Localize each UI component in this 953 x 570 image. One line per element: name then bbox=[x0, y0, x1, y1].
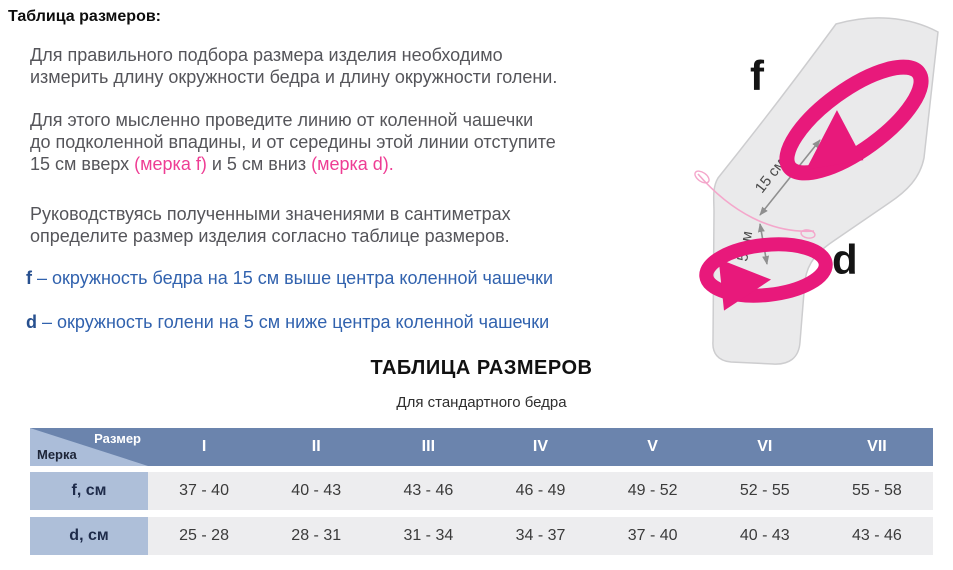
text-line: Руководствуясь полученными значениями в … bbox=[30, 204, 511, 224]
merka-f-inline-label: (мерка f) bbox=[134, 154, 207, 174]
intro-paragraph-2: Для этого мысленно проведите линию от ко… bbox=[30, 109, 556, 175]
text-segment: 15 см вверх bbox=[30, 154, 135, 174]
size-table-subtitle: Для стандартного бедра bbox=[396, 394, 567, 411]
column-header-4: IV bbox=[532, 438, 549, 455]
knee-line-end-mark bbox=[800, 229, 816, 239]
column-header-2: II bbox=[311, 438, 321, 455]
text-line: Для этого мысленно проведите линию от ко… bbox=[30, 110, 534, 130]
corner-label-razmer: Размер bbox=[94, 431, 141, 446]
text-line: Для правильного подбора размера изделия … bbox=[30, 45, 503, 65]
intro-paragraph-1: Для правильного подбора размера изделия … bbox=[30, 44, 557, 88]
column-header-5: V bbox=[647, 438, 658, 455]
size-cell: 28 - 31 bbox=[260, 517, 373, 555]
intro-paragraph-3: Руководствуясь полученными значениями в … bbox=[30, 203, 511, 247]
page-title: Таблица размеров: bbox=[8, 8, 161, 25]
size-cell: 43 - 46 bbox=[820, 517, 933, 555]
column-header-7: VII bbox=[867, 438, 887, 455]
text-line: измерить длину окружности бедра и длину … bbox=[30, 67, 558, 87]
size-cell: 31 - 34 bbox=[372, 517, 485, 555]
text-line: 15 см вверх (мерка f) и 5 см вниз (мерка… bbox=[30, 153, 556, 175]
knee-line-end-mark bbox=[694, 170, 710, 184]
size-cell: 34 - 37 bbox=[484, 517, 597, 555]
size-cell: 46 - 49 bbox=[484, 472, 597, 510]
measure-definition-d: d – окружность голени на 5 см ниже центра… bbox=[26, 312, 549, 333]
column-header-3: III bbox=[421, 438, 436, 455]
merka-d-inline-label: (мерка d). bbox=[311, 154, 394, 174]
measure-arrow-15cm bbox=[759, 139, 821, 216]
thigh-band-arrow-icon bbox=[779, 59, 929, 181]
row-label-f: f, см bbox=[30, 472, 148, 510]
knee-center-line bbox=[697, 173, 815, 233]
size-cell: 37 - 40 bbox=[148, 472, 261, 510]
size-cell: 43 - 46 bbox=[372, 472, 485, 510]
size-cell: 40 - 43 bbox=[260, 472, 373, 510]
measure-letter-f: f bbox=[26, 268, 32, 288]
size-cell: 52 - 55 bbox=[708, 472, 821, 510]
table-header-row: Размер Мерка I II III IV V VI VII bbox=[30, 428, 933, 466]
text-line: до подколенной впадины, и от середины эт… bbox=[30, 132, 556, 152]
corner-label-merka: Мерка bbox=[37, 447, 77, 462]
table-row-d: d, см 25 - 28 28 - 31 31 - 34 34 - 37 37… bbox=[30, 517, 933, 555]
measure-definition-f: f – окружность бедра на 15 см выше центра… bbox=[26, 268, 553, 289]
calf-band-arrow-icon bbox=[699, 237, 833, 311]
size-cell: 37 - 40 bbox=[596, 517, 709, 555]
knee-illustration: 15 см 5 см f d bbox=[694, 17, 939, 365]
text-line: определите размер изделия согласно табли… bbox=[30, 226, 510, 246]
table-corner-cell: Размер Мерка bbox=[30, 428, 148, 466]
table-row-f: f, см 37 - 40 40 - 43 43 - 46 46 - 49 49… bbox=[30, 472, 933, 510]
row-label-d: d, см bbox=[30, 517, 148, 555]
measure-text-d: – окружность голени на 5 см ниже центра … bbox=[42, 312, 550, 332]
size-table: Размер Мерка I II III IV V VI VII f, см … bbox=[30, 428, 933, 562]
size-cell: 49 - 52 bbox=[596, 472, 709, 510]
measure-letter-d: d bbox=[26, 312, 37, 332]
illustration-label-d: d bbox=[832, 236, 858, 283]
size-cell: 40 - 43 bbox=[708, 517, 821, 555]
text-segment: и 5 см вниз bbox=[206, 154, 312, 174]
illustration-label-f: f bbox=[750, 52, 765, 99]
size-cell: 55 - 58 bbox=[820, 472, 933, 510]
leg-shape bbox=[712, 17, 939, 365]
column-header-1: I bbox=[201, 438, 207, 455]
measure-text-f: – окружность бедра на 15 см выше центра … bbox=[37, 268, 554, 288]
size-cell: 25 - 28 bbox=[148, 517, 261, 555]
column-header-6: VI bbox=[757, 438, 773, 455]
size-table-title: ТАБЛИЦА РАЗМЕРОВ bbox=[370, 357, 593, 379]
